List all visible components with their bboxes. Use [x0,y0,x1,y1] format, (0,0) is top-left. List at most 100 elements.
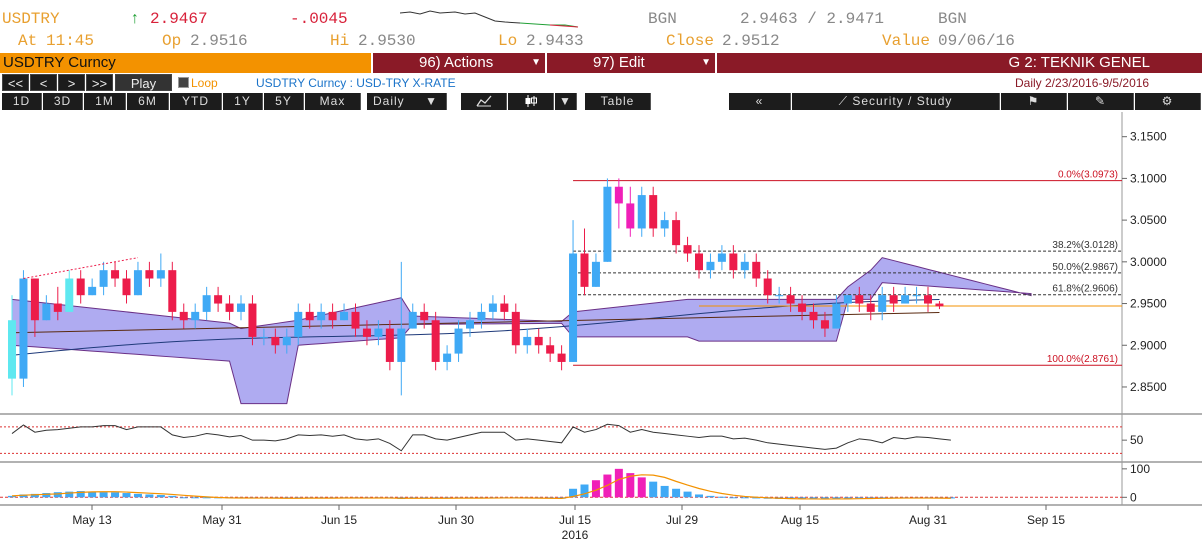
price-up-arrow-icon: ↑ [130,10,140,28]
price-chart[interactable]: 3.1500 3.1000 3.0500 3.0000 2.9500 2.9000 2.85… [0,112,1202,545]
fibonacci-level-label: 38.2%(3.0128) [1052,240,1118,251]
moving-average-line [11,311,940,334]
candle [798,303,807,312]
x-tick-label: Jul 15 [559,513,591,527]
open-value: 2.9516 [190,32,248,50]
flag-icon: ⚑ [1027,94,1040,108]
value-date: 09/06/16 [938,32,1015,50]
edit-dropdown-icon: ▼ [701,57,711,68]
histogram-bar [133,493,142,498]
candle [202,295,211,312]
close-label: Close [666,32,715,50]
ticker-symbol[interactable]: USDTRY [2,10,60,28]
histogram-bar [53,492,62,498]
candle [557,353,566,362]
candle [179,311,188,321]
period-3d[interactable]: 3D [43,93,83,110]
play-button[interactable]: Play [115,74,172,91]
loop-checkbox[interactable] [178,77,189,88]
ask-source-label: BGN [938,10,967,28]
candle [843,295,852,304]
security-name: USDTRY Curncy [3,54,116,71]
edit-chart-button[interactable]: ✎ [1068,93,1134,110]
fibonacci-level-label: 100.0%(2.8761) [1047,354,1118,365]
histogram-bar [202,497,211,499]
settings-button[interactable]: ⚙ [1135,93,1201,110]
candle [76,278,85,296]
candle [420,311,429,321]
histogram-bar [179,497,188,499]
add-study-icon: ⟋ [838,94,853,108]
gear-icon: ⚙ [1161,94,1174,108]
close-value: 2.9512 [722,32,780,50]
candle [637,195,646,229]
candle [924,295,932,304]
x-tick-label: Jul 29 [666,513,698,527]
candle [740,261,749,271]
edit-menu[interactable]: 97) Edit ▼ [547,53,715,73]
period-6m[interactable]: 6M [127,93,169,110]
histogram-bar [8,495,16,498]
histogram-bar [19,494,28,498]
chart-area[interactable]: 3.1500 3.1000 3.0500 3.0000 2.9500 2.9000 2.85… [0,112,1202,545]
edit-label: 97) Edit [593,54,645,71]
candle [99,270,108,287]
candle [145,270,154,279]
time-label: At [18,32,38,50]
first-button[interactable]: << [2,74,29,91]
period-1d[interactable]: 1D [2,93,42,110]
candle [729,253,738,271]
candle [901,295,910,304]
frequency-dropdown-icon: ▼ [425,94,438,108]
line-chart-button[interactable] [461,93,507,110]
candle [672,220,681,246]
last-button[interactable]: >> [86,74,113,91]
annotation-button[interactable]: ⚑ [1001,93,1067,110]
period-1y[interactable]: 1Y [223,93,263,110]
period-ytd[interactable]: YTD [170,93,222,110]
x-tick-label: May 31 [202,513,242,527]
candle [889,295,898,304]
histogram-bar [695,494,703,498]
histogram-bar [832,497,841,499]
candle-chart-button[interactable] [508,93,554,110]
prev-button[interactable]: < [30,74,57,91]
period-1m[interactable]: 1M [84,93,126,110]
x-tick-label: Sep 15 [1027,513,1065,527]
collapse-button[interactable]: « [729,93,791,110]
period-max[interactable]: Max [305,93,361,110]
low-value: 2.9433 [526,32,584,50]
table-button[interactable]: Table [585,93,651,110]
candle [443,353,452,362]
candle [500,303,509,312]
menu-bar: USDTRY Curncy 96) Actions ▼ 97) Edit ▼ G 2… [0,53,1202,73]
security-field[interactable]: USDTRY Curncy [0,53,371,73]
candle [626,203,635,229]
security-study-button[interactable]: ⟋ Security / Study [792,93,1000,110]
actions-menu[interactable]: 96) Actions ▼ [373,53,545,73]
histogram-bar [706,495,715,498]
candle [809,311,818,321]
candle [511,311,520,346]
candle [477,311,486,321]
candle [305,311,314,321]
frequency-select[interactable]: Daily ▼ [367,93,447,110]
candle [225,303,234,312]
period-info: Daily 2/23/2016-9/5/2016 [1015,76,1150,90]
histogram-bar [843,497,852,499]
candle [855,295,864,304]
rsi-tick-label: 50 [1130,433,1144,447]
security-study-label: Security / Study [852,94,953,108]
period-5y[interactable]: 5Y [264,93,304,110]
high-value: 2.9530 [358,32,416,50]
histogram-bar [88,491,97,498]
chart-template-title[interactable]: G 2: TEKNIK GENEL [717,53,1202,73]
candle [569,253,578,362]
candle [351,311,360,329]
x-year-label: 2016 [562,528,589,542]
candle [374,328,383,337]
next-button[interactable]: > [58,74,85,91]
histogram-bar [111,492,120,498]
frequency-label: Daily [373,94,405,108]
chart-type-dropdown[interactable]: ▼ [555,93,577,110]
